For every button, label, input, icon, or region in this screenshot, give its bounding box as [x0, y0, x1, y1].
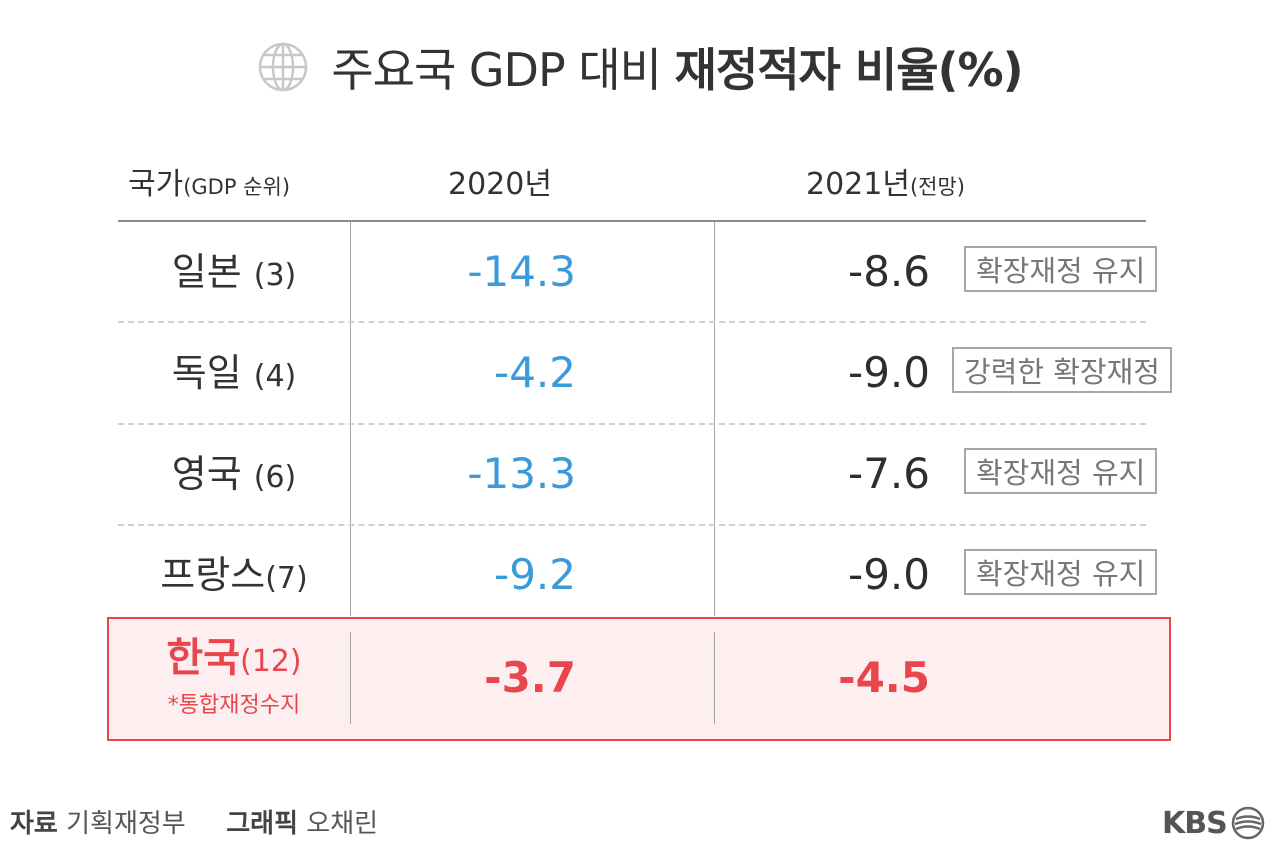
source-label: 자료	[10, 809, 58, 839]
value-2020: -13.3	[467, 449, 576, 498]
country-cell: 일본 (3)	[118, 222, 350, 322]
title-bold: 재정적자 비율(%)	[674, 43, 1024, 97]
country-rank: (3)	[253, 258, 297, 293]
row-divider	[118, 423, 1146, 425]
value-2020: -9.2	[494, 550, 576, 599]
row-divider	[118, 524, 1146, 526]
brand-logo: KBS	[1162, 800, 1274, 846]
highlight-row-box	[107, 617, 1171, 741]
country-name: 독일	[171, 351, 242, 395]
table-row: 독일 (4) -4.2 -9.0 강력한 확장재정	[0, 323, 1280, 423]
globe-icon	[259, 42, 308, 92]
value-2021: -8.6	[848, 247, 930, 296]
column-country-label: 국가	[128, 167, 184, 202]
column-header-2020: 2020년	[448, 160, 552, 210]
column-divider-2	[714, 632, 715, 724]
country-name: 일본	[171, 250, 242, 294]
policy-badge: 강력한 확장재정	[952, 347, 1172, 393]
country-name: 영국	[171, 452, 242, 496]
policy-badge: 확장재정 유지	[964, 246, 1158, 292]
country-cell: 영국 (6)	[118, 424, 350, 524]
value-2021: -9.0	[848, 550, 930, 599]
highlight-value-2021: -4.5	[838, 653, 930, 702]
kbs-logo-icon	[1231, 806, 1264, 840]
country-cell: 프랑스(7)	[118, 525, 350, 625]
policy-badge: 확장재정 유지	[964, 549, 1158, 595]
highlight-country-cell: 한국(12) *통합재정수지	[118, 628, 350, 720]
value-2021: -7.6	[848, 449, 930, 498]
title-bar: 주요국 GDP 대비 재정적자 비율(%)	[0, 32, 1280, 102]
highlight-sub-note: *통합재정수지	[167, 693, 301, 718]
policy-badge: 확장재정 유지	[964, 448, 1158, 494]
highlight-country-name: 한국	[166, 635, 240, 681]
graphic-value: 오채린	[306, 809, 379, 839]
column-divider-2	[714, 222, 715, 616]
table-row: 일본 (3) -14.3 -8.6 확장재정 유지	[0, 222, 1280, 322]
graphic-label: 그래픽	[226, 809, 299, 839]
header-divider	[118, 220, 1146, 222]
column-divider-1	[350, 222, 351, 616]
column-2020-label: 2020년	[448, 167, 552, 202]
country-rank: (6)	[253, 460, 297, 495]
footer-credits: 자료 기획재정부 그래픽 오채린	[10, 804, 378, 844]
brand-text: KBS	[1162, 805, 1228, 841]
column-2021-note: (전망)	[909, 175, 965, 199]
table-row: 영국 (6) -13.3 -7.6 확장재정 유지	[0, 424, 1280, 524]
country-cell: 독일 (4)	[118, 323, 350, 423]
country-rank: (7)	[265, 561, 308, 596]
column-2021-label: 2021년	[806, 167, 910, 202]
country-rank: (4)	[253, 359, 297, 394]
value-2020: -4.2	[494, 348, 576, 397]
column-header-country: 국가(GDP 순위)	[128, 160, 290, 210]
column-divider-1	[350, 632, 351, 724]
value-2020: -14.3	[467, 247, 576, 296]
table-row: 프랑스(7) -9.2 -9.0 확장재정 유지	[0, 525, 1280, 625]
page-title: 주요국 GDP 대비 재정적자 비율(%)	[331, 34, 1024, 100]
value-2021: -9.0	[848, 348, 930, 397]
highlight-value-2020: -3.7	[484, 653, 576, 702]
source-value: 기획재정부	[66, 809, 186, 839]
highlight-country-rank: (12)	[240, 644, 302, 679]
title-plain: 주요국 GDP 대비	[331, 43, 662, 97]
row-divider	[118, 321, 1146, 323]
column-country-note: (GDP 순위)	[183, 175, 291, 199]
column-header-2021: 2021년(전망)	[806, 160, 965, 210]
country-name: 프랑스	[160, 553, 266, 597]
